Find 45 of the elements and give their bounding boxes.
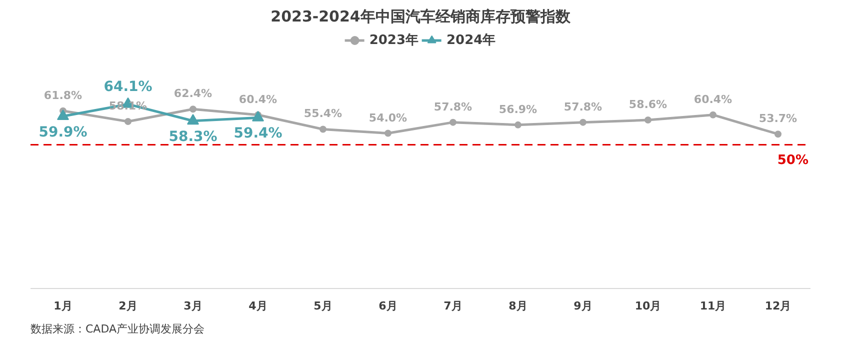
x-tick-label: 2月 <box>118 300 138 312</box>
point <box>514 121 522 128</box>
x-tick-label: 11月 <box>700 300 726 312</box>
x-tick-label: 3月 <box>184 300 202 312</box>
legend-label: 2023年 <box>369 32 418 49</box>
chart-title: 2023-2024年中国汽车经销商库存预警指数 <box>270 8 572 26</box>
x-tick-label: 12月 <box>764 300 792 312</box>
point <box>710 111 716 118</box>
data-label: 64.1% <box>104 79 152 96</box>
point <box>190 106 196 113</box>
x-tick-label: 10月 <box>634 300 662 312</box>
ref-line-label: 50% <box>777 152 809 168</box>
point <box>450 118 456 126</box>
point <box>644 116 652 124</box>
x-tick-label: 6月 <box>378 300 398 312</box>
point <box>252 110 264 122</box>
data-label: 54.0% <box>368 111 408 124</box>
data-label: 58.6% <box>628 98 668 112</box>
legend-label: 2024年 <box>446 32 496 49</box>
data-label: 53.7% <box>758 112 798 126</box>
point <box>580 118 586 126</box>
point <box>774 130 782 138</box>
point <box>384 130 392 137</box>
point <box>124 118 132 125</box>
data-label: 59.9% <box>38 124 88 140</box>
data-label: 57.8% <box>564 100 602 114</box>
data-label: 57.8% <box>434 100 472 114</box>
data-label: 62.4% <box>174 87 212 100</box>
x-tick-label: 7月 <box>444 300 462 312</box>
data-label: 55.4% <box>304 107 342 120</box>
data-label: 58.3% <box>168 128 218 145</box>
x-tick-label: 5月 <box>314 300 332 312</box>
point <box>187 114 199 125</box>
point <box>320 126 326 133</box>
x-tick-label: 1月 <box>54 300 72 312</box>
data-label: 60.4% <box>694 92 732 106</box>
data-label: 56.9% <box>498 102 538 116</box>
source-note: 数据来源：CADA产业协调发展分会 <box>30 322 205 336</box>
point <box>57 109 69 120</box>
x-tick-label: 4月 <box>248 300 268 312</box>
data-label: 59.4% <box>234 126 282 142</box>
x-tick-label: 8月 <box>508 300 528 312</box>
x-tick-label: 9月 <box>574 300 592 312</box>
data-label: 61.8% <box>44 88 82 102</box>
data-label: 60.4% <box>238 92 278 106</box>
